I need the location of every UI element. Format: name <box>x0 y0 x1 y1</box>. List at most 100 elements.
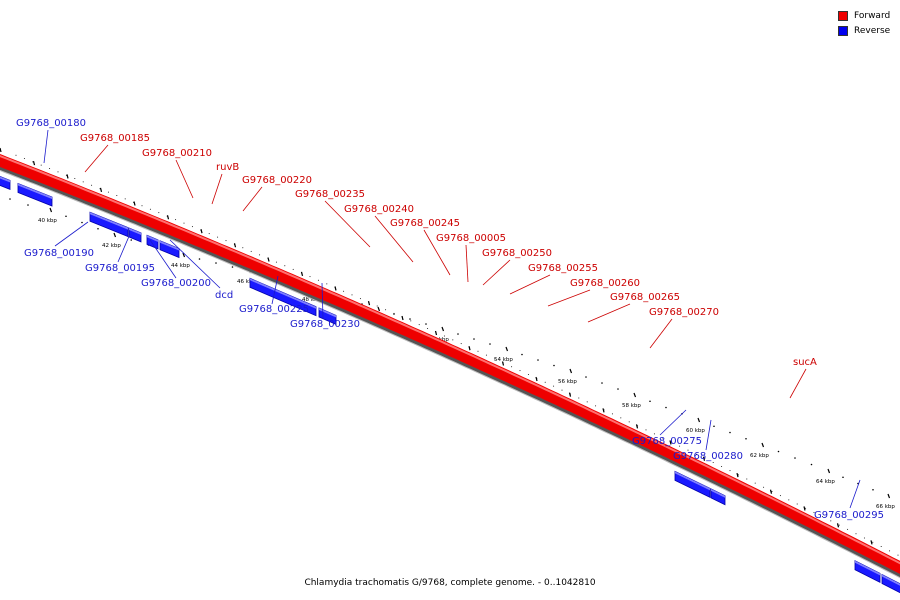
reverse-gene-box[interactable] <box>710 488 726 506</box>
ruler-minor-tick <box>215 262 217 264</box>
outer-tick-mark <box>468 346 471 351</box>
ruler-minor-tick <box>649 400 651 403</box>
ruler-minor-tick <box>457 333 459 335</box>
outer-minor-tick <box>477 350 479 352</box>
outer-minor-tick <box>830 520 832 522</box>
reverse-gene-label[interactable]: G9768_00190 <box>24 248 94 259</box>
reverse-gene-label[interactable]: G9768_00180 <box>16 118 86 129</box>
ruler-minor-tick <box>729 431 731 434</box>
forward-gene-label[interactable]: G9768_00245 <box>390 218 460 229</box>
outer-minor-tick <box>326 283 328 285</box>
reverse-gene-box[interactable] <box>159 240 180 259</box>
forward-gene-label[interactable]: G9768_00005 <box>436 233 506 244</box>
forward-swatch <box>838 10 848 21</box>
forward-gene-label[interactable]: G9768_00250 <box>482 248 552 259</box>
outer-minor-tick <box>217 236 219 238</box>
ruler-minor-tick <box>393 313 395 315</box>
reverse-gene-box[interactable] <box>17 182 53 207</box>
outer-minor-tick <box>897 554 899 556</box>
reverse-gene-label[interactable]: dcd <box>215 290 233 301</box>
outer-minor-tick <box>553 385 555 387</box>
outer-minor-tick <box>359 298 361 300</box>
ruler-minor-tick <box>617 388 619 390</box>
outer-minor-tick <box>418 324 420 326</box>
reverse-gene-label[interactable]: G9768_00295 <box>814 510 884 521</box>
forward-gene-label[interactable]: G9768_00240 <box>344 204 414 215</box>
forward-gene-label[interactable]: ruvB <box>216 162 239 173</box>
reverse-gene-label[interactable]: G9768_00195 <box>85 263 155 274</box>
forward-gene-label[interactable]: sucA <box>793 357 817 368</box>
reverse-gene-highlight <box>250 278 316 309</box>
forward-gene-label[interactable]: G9768_00265 <box>610 292 680 303</box>
outer-tick-mark <box>736 472 739 478</box>
reverse-gene-label[interactable]: G9768_00225 <box>239 304 309 315</box>
legend-item-reverse: Reverse <box>838 23 890 38</box>
reverse-gene-highlight <box>90 212 128 230</box>
outer-tick-mark <box>133 201 136 206</box>
outer-minor-tick <box>502 362 504 364</box>
forward-leader-line <box>374 215 414 263</box>
reverse-gene-box[interactable] <box>318 307 337 326</box>
forward-gene-label[interactable]: G9768_00220 <box>242 175 312 186</box>
reverse-gene-label[interactable]: G9768_00280 <box>673 451 743 462</box>
outer-minor-tick <box>628 421 630 423</box>
reverse-gene-label[interactable]: G9768_00200 <box>141 278 211 289</box>
outer-minor-tick <box>813 511 815 513</box>
outer-minor-tick <box>317 279 319 281</box>
ruler-minor-tick <box>65 215 67 218</box>
outer-minor-tick <box>351 294 353 296</box>
outer-minor-tick <box>838 524 840 526</box>
outer-minor-tick <box>586 401 588 403</box>
reverse-leader-line <box>169 239 221 289</box>
reverse-gene-label[interactable]: G9768_00275 <box>632 436 702 447</box>
ruler-minor-tick <box>745 437 747 440</box>
outer-minor-tick <box>695 453 697 455</box>
ruler-tick <box>827 468 831 474</box>
outer-minor-tick <box>259 254 261 256</box>
forward-leader-line <box>547 289 591 307</box>
forward-gene-label[interactable]: G9768_00185 <box>80 133 150 144</box>
forward-gene-label[interactable]: G9768_00235 <box>295 189 365 200</box>
ruler-minor-tick <box>601 382 603 384</box>
outer-minor-tick <box>343 290 345 292</box>
outer-minor-tick <box>511 366 513 368</box>
ruler-tick <box>182 252 186 258</box>
outer-minor-tick <box>49 168 51 170</box>
outer-tick-mark <box>769 489 773 494</box>
ruler-minor-tick <box>130 239 133 241</box>
outer-minor-tick <box>796 503 798 505</box>
outer-minor-tick <box>746 478 748 480</box>
ruler-tick-label: 58 kbp <box>622 403 641 409</box>
gene-layer <box>0 176 900 596</box>
ruler-minor-tick <box>231 266 234 268</box>
ruler-minor-tick <box>794 457 796 459</box>
forward-gene-label[interactable]: G9768_00255 <box>528 263 598 274</box>
outer-minor-tick <box>721 466 723 468</box>
forward-track <box>0 154 900 576</box>
legend-item-forward: Forward <box>838 8 890 23</box>
forward-gene-label[interactable]: G9768_00260 <box>570 278 640 289</box>
outer-minor-tick <box>158 212 160 214</box>
forward-gene-label[interactable]: G9768_00270 <box>649 307 719 318</box>
forward-gene-label[interactable]: G9768_00210 <box>142 148 212 159</box>
outer-minor-tick <box>23 158 25 160</box>
outer-minor-tick <box>284 265 286 267</box>
reverse-leader-line <box>149 239 177 279</box>
outer-minor-tick <box>519 370 521 372</box>
outer-tick-mark <box>401 315 404 321</box>
ruler-tick-label: 60 kbp <box>686 428 705 434</box>
backbone-line <box>0 166 900 578</box>
ruler-minor-tick <box>713 425 715 428</box>
reverse-gene-box[interactable] <box>854 560 881 584</box>
ruler-tick-label: 42 kbp <box>102 243 121 249</box>
reverse-gene-box[interactable] <box>89 211 129 238</box>
outer-minor-tick <box>712 461 714 463</box>
forward-leader-line <box>84 144 109 173</box>
forward-leader-line <box>789 368 807 399</box>
outer-minor-tick <box>779 495 781 497</box>
reverse-gene-highlight <box>147 235 158 242</box>
reverse-leader-line <box>321 282 324 320</box>
outer-minor-tick <box>427 327 429 329</box>
reverse-gene-box[interactable] <box>881 573 900 596</box>
reverse-gene-label[interactable]: G9768_00230 <box>290 319 360 330</box>
